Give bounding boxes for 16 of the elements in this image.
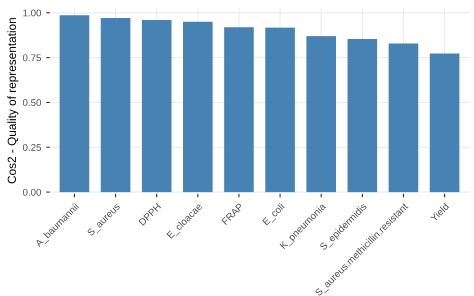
bar: [183, 22, 213, 192]
bar: [265, 28, 295, 192]
bar: [60, 15, 90, 192]
bar: [100, 18, 130, 192]
bar: [306, 36, 336, 192]
y-tick-label: 0.50: [22, 99, 42, 106]
y-tick-label: 1.00: [23, 10, 42, 16]
y-tick-label: 0.75: [22, 54, 42, 62]
bar: [142, 20, 172, 192]
bar: [430, 53, 460, 192]
y-tick-label: 0.25: [22, 144, 42, 151]
y-tick-label: 0.00: [22, 188, 42, 196]
bar: [224, 27, 254, 192]
bar: [348, 38, 378, 192]
bar: [388, 43, 418, 192]
y-axis-title: Cos2 - Quality of representation: [7, 18, 18, 184]
